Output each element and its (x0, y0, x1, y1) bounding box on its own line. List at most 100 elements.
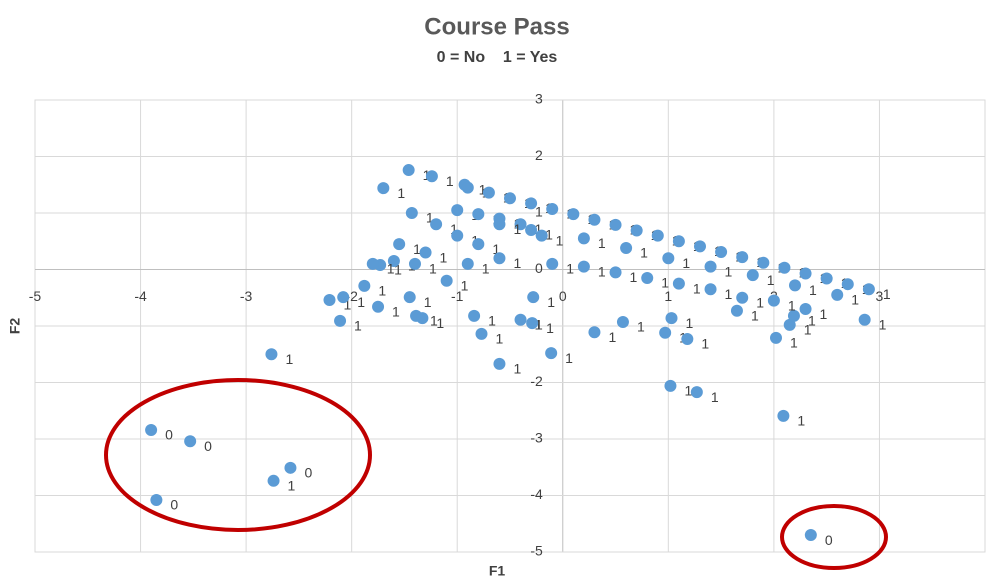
chart-subtitle: 0 = No 1 = Yes (437, 49, 558, 66)
point (577, 260, 590, 273)
point-label: 1 (461, 278, 469, 294)
point-label: 1 (701, 336, 709, 352)
point-label: 1 (751, 307, 759, 323)
point-label: 1 (756, 294, 764, 310)
point-label: 1 (682, 255, 690, 271)
point (425, 170, 438, 183)
point (641, 271, 654, 284)
point (730, 304, 743, 317)
point-label: 1 (285, 351, 293, 367)
x-tick-label: -4 (134, 288, 147, 304)
point (651, 229, 664, 242)
point (366, 257, 379, 270)
point-label: 1 (430, 313, 438, 329)
point (546, 257, 559, 270)
point (767, 294, 780, 307)
point (416, 312, 429, 325)
point-label: 1 (357, 294, 365, 310)
x-tick-label: -5 (29, 288, 42, 304)
point (694, 240, 706, 253)
point (472, 208, 485, 221)
point (778, 261, 791, 274)
point (267, 474, 280, 487)
point-label: 1 (684, 383, 692, 399)
point (799, 267, 812, 280)
x-axis-label: F1 (489, 563, 506, 579)
point (377, 182, 390, 195)
point-label: 1 (488, 313, 496, 329)
point (284, 461, 297, 474)
point-label: 0 (304, 465, 312, 481)
x-tick-label: -3 (240, 288, 253, 304)
chart-title: Course Pass (424, 13, 569, 40)
point (567, 208, 580, 221)
point (783, 318, 796, 331)
point (461, 257, 474, 270)
point-label: 1 (392, 303, 400, 319)
point-label: 1 (711, 389, 719, 405)
point-label: 1 (693, 280, 701, 296)
point (746, 269, 759, 282)
point (409, 257, 421, 270)
point (777, 409, 790, 422)
point-label: 1 (378, 283, 386, 299)
point (546, 203, 559, 216)
x-tick-label: -2 (345, 288, 358, 304)
point (804, 529, 817, 542)
point-label: 1 (725, 286, 733, 302)
point (451, 204, 464, 217)
point (475, 327, 488, 340)
point-label: 1 (686, 315, 694, 331)
point (609, 218, 622, 231)
point (630, 224, 643, 237)
point-label: 1 (288, 478, 296, 494)
point (461, 181, 474, 194)
point-label: 1 (513, 255, 521, 271)
point-label: 1 (546, 320, 554, 336)
point (514, 313, 527, 326)
point-label: 1 (725, 263, 733, 279)
point (577, 232, 590, 245)
point-label: 1 (492, 241, 500, 257)
point-label: 1 (637, 319, 645, 335)
point-label: 1 (851, 292, 859, 308)
plot-area: -5-4-3-2-10123-5-4-3-2-10123000100111111… (29, 91, 986, 559)
y-tick-label: -3 (530, 430, 543, 446)
point (690, 386, 703, 399)
point-label: 1 (513, 361, 521, 377)
y-tick-label: 3 (535, 91, 543, 107)
point-label: 1 (513, 221, 521, 237)
point-label: 1 (883, 286, 891, 302)
point (323, 294, 336, 307)
x-tick-label: 3 (876, 288, 884, 304)
y-tick-label: -5 (530, 543, 543, 559)
point-label: 1 (790, 335, 798, 351)
point-label: 1 (556, 232, 564, 248)
point (472, 238, 485, 251)
point (704, 283, 717, 296)
point-label: 1 (598, 235, 606, 251)
point-label: 0 (165, 427, 173, 443)
point (419, 246, 432, 259)
y-tick-label: -2 (530, 373, 543, 389)
point-label: 1 (565, 350, 573, 366)
point (545, 347, 558, 360)
point (862, 283, 875, 296)
point (770, 331, 782, 344)
point (493, 252, 506, 265)
point-label: 1 (804, 322, 812, 338)
highlight-ellipse (104, 378, 372, 532)
point (451, 229, 464, 242)
point (265, 348, 278, 361)
point (150, 494, 163, 507)
point (145, 423, 158, 436)
point-label: 1 (429, 261, 437, 277)
point (493, 357, 506, 370)
point (672, 235, 685, 248)
point (403, 291, 416, 304)
point (681, 332, 694, 345)
point (184, 435, 197, 448)
point (662, 252, 675, 265)
x-tick-label: -1 (451, 288, 464, 304)
